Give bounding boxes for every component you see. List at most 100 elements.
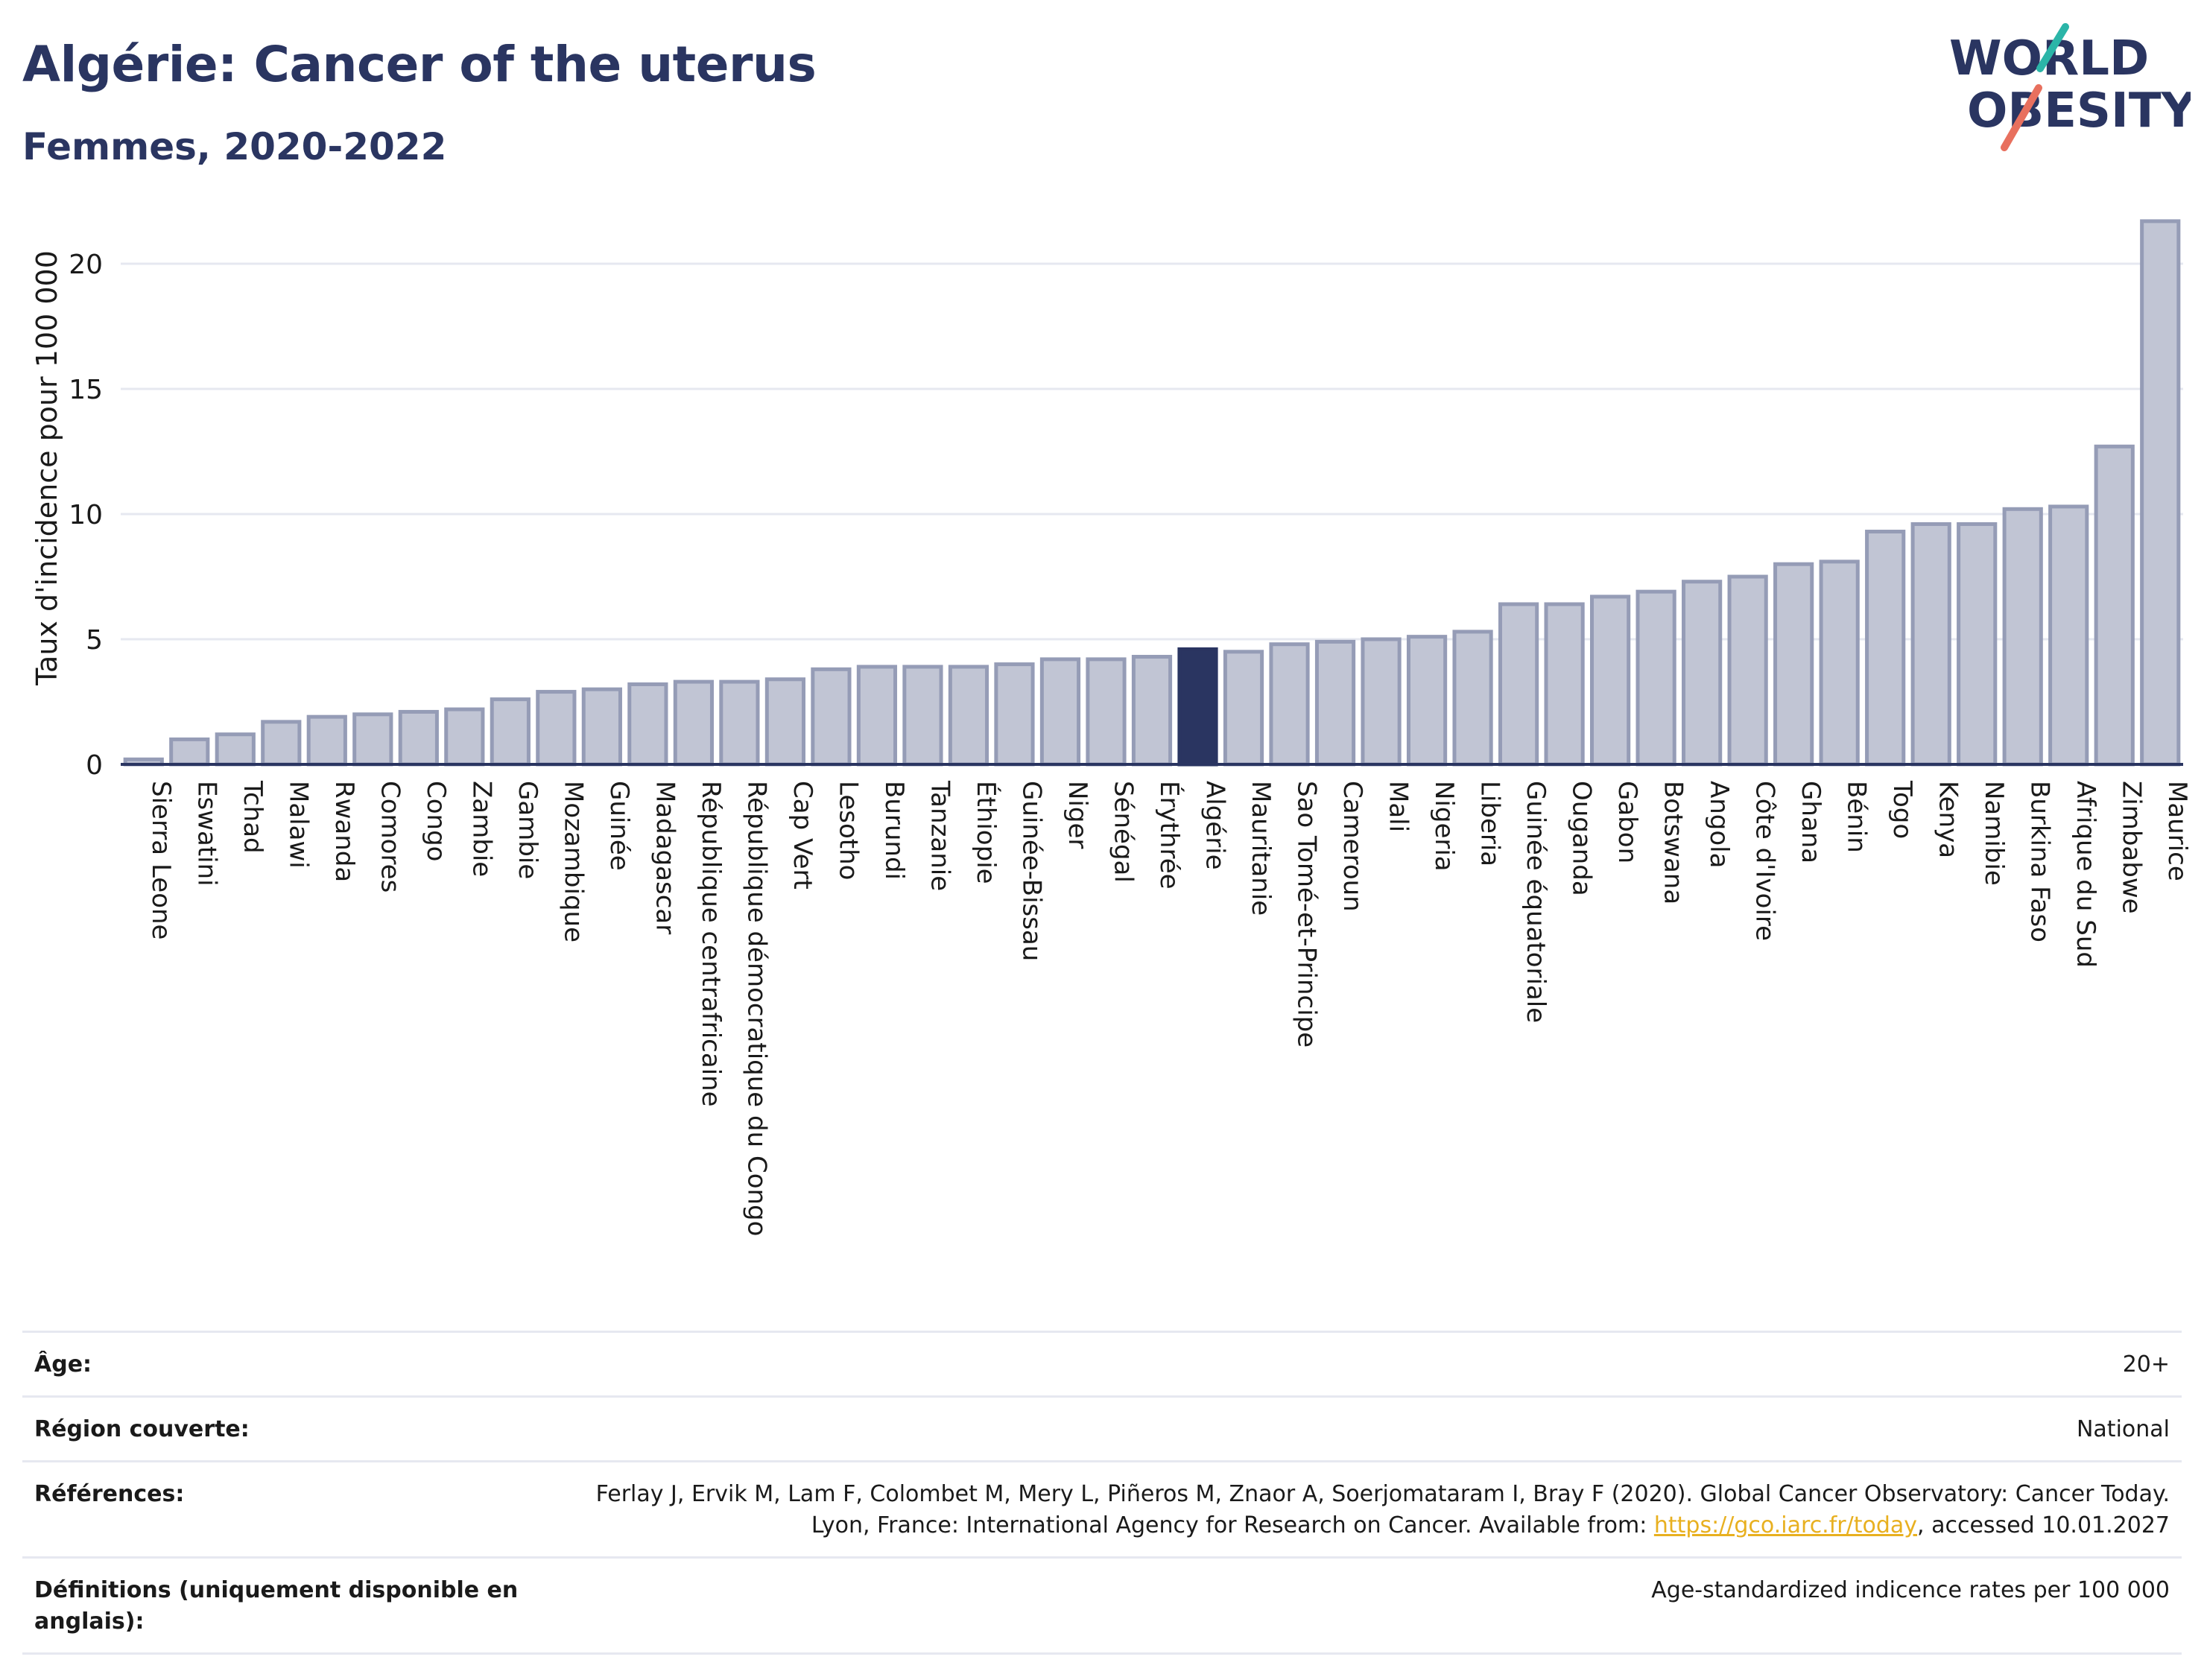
- x-tick-label: Rwanda: [329, 781, 359, 882]
- bar: [169, 737, 210, 767]
- info-value-references: Ferlay J, Ervik M, Lam F, Colombet M, Me…: [556, 1479, 2170, 1541]
- info-row-definitions: Définitions (uniquement disponible en an…: [22, 1556, 2182, 1655]
- bar: [1406, 635, 1448, 767]
- bar: [1498, 602, 1539, 767]
- bar: [1635, 589, 1676, 767]
- x-tick-label: Madagascar: [650, 781, 680, 934]
- x-tick-label: Niger: [1063, 781, 1092, 849]
- bar: [1131, 655, 1173, 767]
- bar: [352, 712, 393, 767]
- x-tick-label: Afrique du Sud: [2071, 781, 2100, 968]
- x-tick-label: Zambie: [466, 781, 496, 877]
- info-table: Âge: 20+ Région couverte: National Référ…: [22, 1331, 2182, 1655]
- bar: [719, 679, 760, 767]
- bar: [1590, 595, 1631, 767]
- bar: [2094, 444, 2135, 767]
- x-tick-label: Zimbabwe: [2117, 781, 2147, 914]
- bar: [1269, 642, 1310, 767]
- x-tick-label: Sierra Leone: [146, 781, 176, 939]
- x-tick-label: Angola: [1704, 781, 1734, 868]
- x-tick-label: Tanzanie: [925, 780, 954, 891]
- reference-link[interactable]: https://gco.iarc.fr/today: [1653, 1512, 1918, 1538]
- bar: [581, 687, 622, 767]
- bar-highlighted: [1177, 647, 1218, 767]
- x-tick-label: Congo: [421, 781, 451, 861]
- bar: [1361, 637, 1402, 767]
- bar: [1819, 560, 1860, 767]
- bar: [536, 690, 577, 767]
- y-tick-label: 20: [69, 250, 103, 280]
- bar: [261, 720, 302, 767]
- x-tick-label: Togo: [1887, 780, 1917, 839]
- y-tick-label: 15: [69, 375, 103, 405]
- x-tick-label: Mozambique: [558, 781, 588, 942]
- bar: [444, 707, 485, 767]
- logo-slash-coral: [2001, 84, 2042, 151]
- x-tick-label: Mauritanie: [1246, 781, 1276, 916]
- x-tick-label: Cameroun: [1337, 781, 1367, 912]
- x-tick-label: Ghana: [1796, 781, 1825, 863]
- x-tick-label: Maurice: [2162, 781, 2192, 881]
- x-tick-label: Guinée équatoriale: [1521, 781, 1551, 1023]
- chart-subtitle: Femmes, 2020-2022: [22, 125, 447, 168]
- x-tick-label: République démocratique du Congo: [741, 781, 771, 1236]
- x-tick-label: Sénégal: [1108, 781, 1138, 883]
- x-tick-label: Cap Vert: [788, 781, 817, 890]
- x-tick-label: Bénin: [1842, 781, 1872, 853]
- x-tick-label: Ouganda: [1567, 781, 1597, 896]
- x-tick-label: Burundi: [879, 781, 909, 880]
- bar: [1086, 657, 1127, 767]
- logo-slash-teal: [2036, 23, 2069, 72]
- x-tick-label: Guinée: [604, 781, 634, 871]
- bar: [627, 682, 668, 767]
- x-tick-label: Gambie: [513, 781, 542, 879]
- bar: [764, 677, 806, 767]
- x-tick-label: Eswatini: [191, 781, 221, 887]
- bar: [2048, 504, 2089, 767]
- bar: [1682, 580, 1723, 767]
- x-tick-label: Sao Tomé-et-Principe: [1292, 781, 1322, 1047]
- x-tick-label: Côte d'Ivoire: [1750, 781, 1780, 941]
- bar: [490, 697, 531, 767]
- bar: [1039, 657, 1081, 767]
- reference-accessed: , accessed 10.01.2027: [1917, 1512, 2170, 1538]
- info-label-definitions: Définitions (uniquement disponible en an…: [34, 1577, 519, 1635]
- x-tick-label: Mali: [1384, 781, 1413, 832]
- info-value-region: National: [2076, 1416, 2170, 1442]
- x-tick-label: Algérie: [1200, 781, 1230, 870]
- x-tick-label: Éthiopie: [971, 781, 1001, 884]
- bar: [1910, 522, 1951, 767]
- bar: [398, 709, 439, 767]
- y-tick-label: 0: [86, 750, 103, 781]
- bar: [1314, 639, 1356, 767]
- info-label-age: Âge:: [34, 1351, 92, 1378]
- info-label-region: Région couverte:: [34, 1416, 250, 1442]
- bar: [2002, 507, 2043, 767]
- x-tick-label: Tchad: [238, 780, 267, 854]
- bar: [1223, 650, 1264, 767]
- reference-text: Ferlay J, Ervik M, Lam F, Colombet M, Me…: [595, 1481, 2170, 1538]
- bar: [1773, 562, 1814, 767]
- axes: 0 5 10 15 20 Sierra Leone Eswatini Tchad Malawi R…: [69, 250, 2192, 1236]
- x-tick-label: Botswana: [1659, 781, 1688, 904]
- bar: [1727, 574, 1768, 767]
- x-tick-label: Malawi: [283, 781, 313, 869]
- x-tick-label: Guinée-Bissau: [1016, 781, 1046, 961]
- bar: [673, 679, 714, 767]
- x-tick-label: Comores: [375, 781, 405, 893]
- bar-chart: 0 5 10 15 20 Sierra Leone Eswatini Tchad Malawi R…: [31, 219, 2192, 1236]
- x-tick-label: Érythrée: [1154, 781, 1185, 890]
- info-row-references: Références: Ferlay J, Ervik M, Lam F, Co…: [22, 1460, 2182, 1556]
- x-tick-label: Namibie: [1979, 781, 2009, 886]
- x-tick-label: Lesotho: [833, 781, 863, 880]
- bar: [856, 665, 898, 767]
- bar: [215, 732, 256, 767]
- x-tick-label: République centrafricaine: [696, 781, 726, 1107]
- bar: [2140, 219, 2181, 767]
- bar: [1544, 602, 1585, 767]
- x-tick-label: Liberia: [1475, 781, 1505, 866]
- bar: [811, 667, 852, 767]
- y-axis-label: Taux d'incidence pour 100 000: [31, 250, 63, 686]
- bars: [123, 219, 2181, 767]
- info-value-age: 20+: [2122, 1351, 2170, 1378]
